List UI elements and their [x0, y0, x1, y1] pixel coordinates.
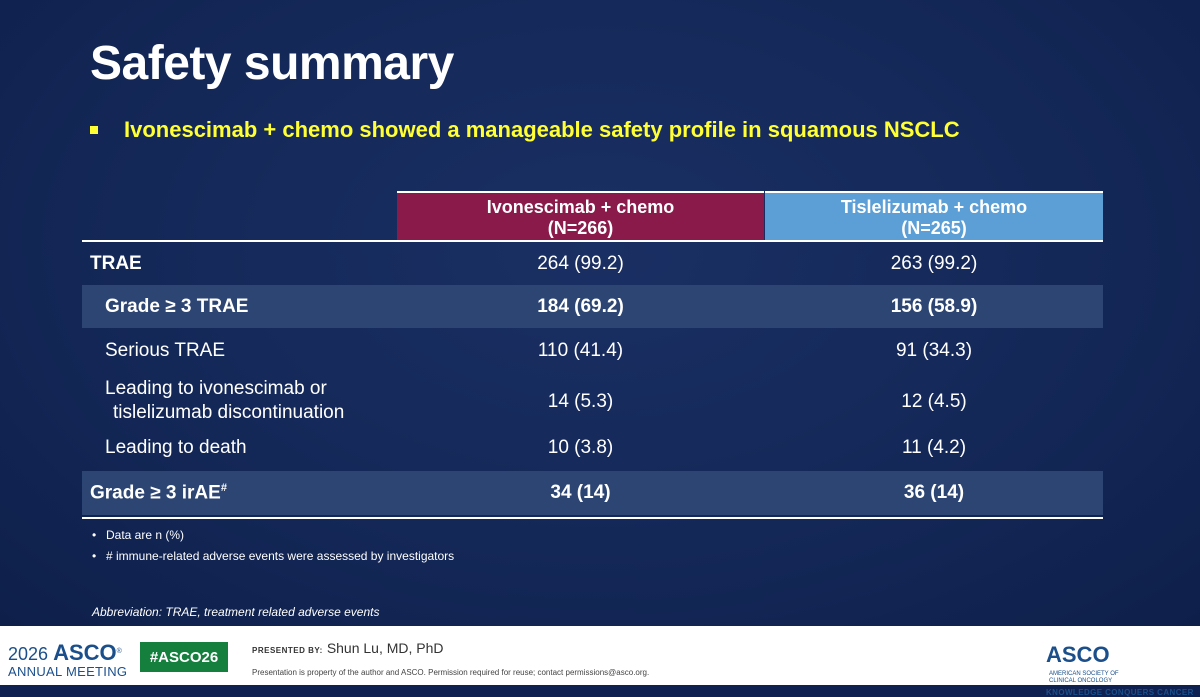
asco-logo-wordmark: ASCO [1046, 642, 1110, 667]
row-value-tislelizumab: 263 (99.2) [890, 253, 978, 274]
presenter-info: PRESENTED BY: Shun Lu, MD, PhD Presentati… [252, 640, 649, 677]
footer-bar: 2026 ASCO® ANNUAL MEETING #ASCO26 PRESEN… [0, 626, 1200, 697]
asco-annual-meeting-logo: 2026 ASCO® ANNUAL MEETING [8, 640, 128, 679]
row-value-ivonescimab: 10 (3.8) [547, 437, 614, 458]
property-notice: Presentation is property of the author a… [252, 668, 650, 677]
safety-table: Ivonescimab + chemo (N=266) Tislelizumab… [82, 191, 1103, 515]
row-value-ivonescimab: 110 (41.4) [537, 340, 624, 361]
row-value-ivonescimab: 34 (14) [550, 482, 611, 503]
table-row: Serious TRAE 110 (41.4) 91 (34.3) [82, 328, 1103, 373]
slide-title: Safety summary [90, 37, 454, 90]
row-value-ivonescimab: 14 (5.3) [547, 391, 614, 412]
hashtag-badge: #ASCO26 [140, 642, 228, 672]
row-value-tislelizumab: 91 (34.3) [895, 340, 973, 361]
footnote-text: Data are n (%) [106, 528, 185, 542]
header-ivonescimab-n: (N=266) [547, 217, 614, 238]
presented-by-label: PRESENTED BY: [252, 646, 323, 655]
row-label: TRAE [90, 253, 142, 274]
table-row: Leading to ivonescimab or tislelizumab d… [82, 373, 1103, 429]
presenter-name: Shun Lu, MD, PhD [326, 640, 444, 656]
header-tislelizumab: Tislelizumab + chemo (N=265) [765, 191, 1103, 242]
slide: Safety summary Ivonescimab + chemo showe… [0, 0, 1200, 626]
row-label: Serious TRAE [105, 340, 226, 361]
row-value-tislelizumab: 156 (58.9) [890, 296, 978, 317]
header-ivonescimab: Ivonescimab + chemo (N=266) [397, 191, 764, 242]
table-row: Grade ≥ 3 TRAE 184 (69.2) 156 (58.9) [82, 285, 1103, 328]
header-tislelizumab-name: Tislelizumab + chemo [840, 196, 1028, 217]
bullet-text: Ivonescimab + chemo showed a manageable … [124, 117, 960, 142]
row-label-line2: tislelizumab discontinuation [113, 402, 345, 423]
row-value-ivonescimab: 264 (99.2) [537, 253, 624, 274]
bullet-dot-icon: • [92, 528, 97, 542]
row-value-tislelizumab: 36 (14) [903, 482, 965, 503]
row-value-tislelizumab: 12 (4.5) [901, 391, 967, 412]
row-value-tislelizumab: 11 (4.2) [901, 437, 967, 458]
row-value-ivonescimab: 184 (69.2) [537, 296, 624, 317]
table-row: Leading to death 10 (3.8) 11 (4.2) [82, 429, 1103, 471]
row-label: Leading to death [105, 437, 247, 458]
header-divider [82, 240, 1103, 242]
footnotes: • Data are n (%) • # immune-related advers… [92, 525, 454, 567]
bullet-dot-icon: • [92, 549, 97, 563]
bullet-square-icon [90, 126, 98, 134]
annual-meeting-label: ANNUAL MEETING [8, 664, 128, 679]
row-label-text: Grade ≥ 3 irAE [90, 482, 221, 504]
row-label: Grade ≥ 3 TRAE [105, 296, 249, 317]
asco-society-logo: ASCO AMERICAN SOCIETY OF CLINICAL ONCOLOG… [1046, 642, 1200, 697]
asco-wordmark: ASCO [53, 640, 117, 665]
meeting-year: 2026 [8, 644, 49, 664]
header-ivonescimab-name: Ivonescimab + chemo [486, 196, 675, 217]
header-tislelizumab-n: (N=265) [901, 217, 967, 238]
row-label: Grade ≥ 3 irAE# [90, 482, 227, 504]
row-label-superscript: # [220, 482, 227, 494]
table-header: Ivonescimab + chemo (N=266) Tislelizumab… [82, 191, 1103, 242]
tagline: KNOWLEDGE CONQUERS CANCER [1046, 688, 1194, 697]
footnote: • # immune-related adverse events were as… [92, 546, 454, 567]
footnote-text: # immune-related adverse events were ass… [106, 549, 455, 563]
row-label-line1: Leading to ivonescimab or [105, 378, 327, 399]
table-row: Grade ≥ 3 irAE# 34 (14) 36 (14) [82, 471, 1103, 515]
table-bottom-border [82, 517, 1103, 519]
footnote: • Data are n (%) [92, 525, 454, 546]
abbreviation-note: Abbreviation: TRAE, treatment related ad… [92, 605, 380, 619]
key-bullet: Ivonescimab + chemo showed a manageable … [90, 117, 960, 143]
society-name: AMERICAN SOCIETY OF CLINICAL ONCOLOGY [1049, 671, 1119, 684]
row-label: Leading to ivonescimab or tislelizumab d… [105, 377, 344, 425]
table-row: TRAE 264 (99.2) 263 (99.2) [82, 241, 1103, 285]
